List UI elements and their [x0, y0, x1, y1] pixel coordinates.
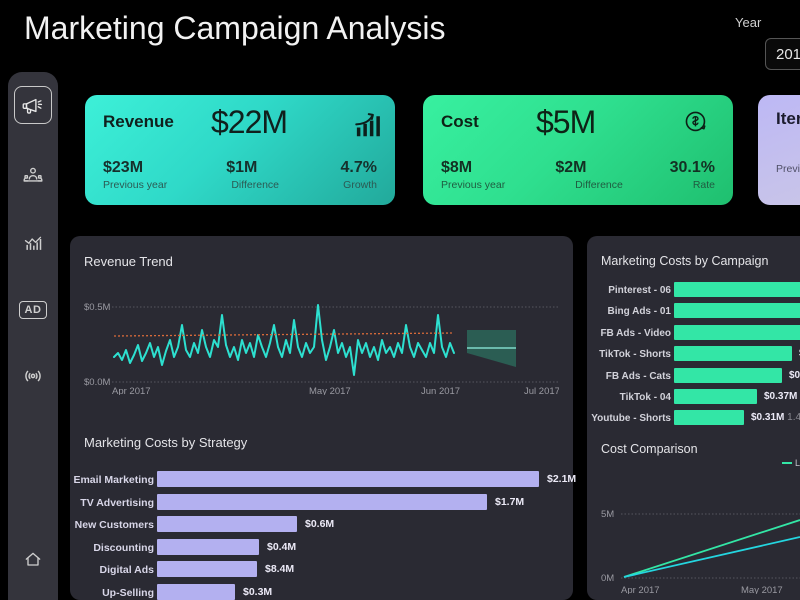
svg-text:$0.0M: $0.0M	[84, 377, 110, 388]
svg-text:May 2017: May 2017	[741, 585, 783, 594]
svg-text:Apr 2017: Apr 2017	[112, 386, 151, 395]
svg-text:Jul 2017: Jul 2017	[524, 386, 559, 395]
svg-text:$0.5M: $0.5M	[84, 302, 110, 313]
svg-text:Apr 2017: Apr 2017	[621, 585, 660, 594]
svg-text:5M: 5M	[601, 509, 614, 520]
svg-text:May 2017: May 2017	[309, 386, 351, 395]
svg-text:0M: 0M	[601, 573, 614, 584]
svg-text:Jun 2017: Jun 2017	[421, 386, 460, 395]
